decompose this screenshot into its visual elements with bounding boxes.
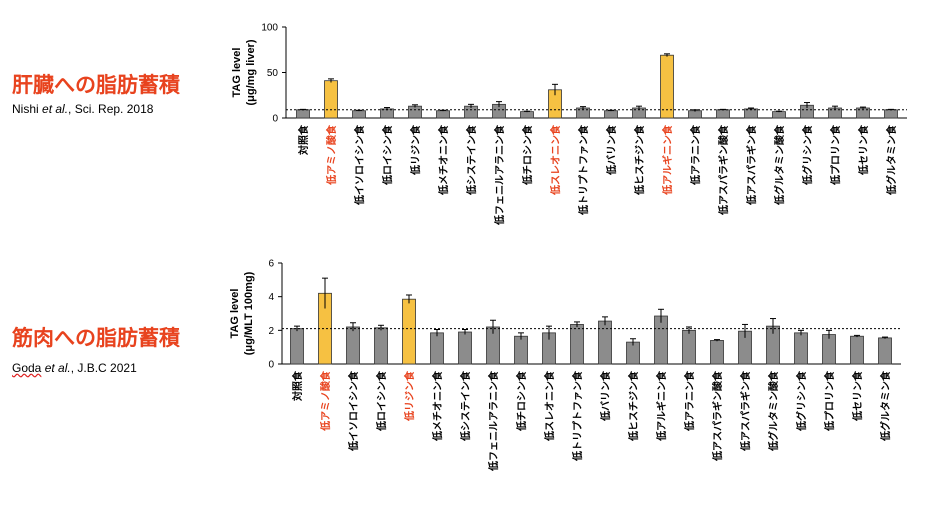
liver-citation: Nishi et al., Sci. Rep. 2018 (12, 102, 153, 116)
muscle-citation: Goda et al., J.B.C 2021 (12, 361, 137, 375)
muscle-y-axis-label-line2: (μg/MLT 100mg) (243, 271, 255, 355)
liver-category-label: 低ロイシン食 (381, 124, 394, 186)
muscle-bar (598, 320, 612, 365)
muscle-category-label: 低システイン食 (459, 370, 472, 442)
liver-bar (324, 80, 338, 119)
muscle-category-label: 低グリシン食 (795, 370, 808, 432)
liver-category-label: 低ヒスチジン食 (633, 124, 646, 196)
liver-bar (772, 111, 786, 119)
muscle-category-label: 低アルギニン食 (655, 370, 668, 442)
muscle-category-label: 低アラニン食 (683, 370, 696, 432)
liver-y-axis-label-line2: (μg/mg liver) (245, 39, 257, 105)
muscle-category-label: 低フェニルアラニン食 (487, 370, 500, 472)
liver-category-label: 低グリシン食 (801, 124, 814, 186)
liver-bar (296, 109, 310, 119)
muscle-category-label: 低プロリン食 (823, 370, 836, 432)
liver-bar (436, 110, 450, 119)
liver-bar (660, 54, 674, 119)
muscle-category-label: 低アスパラギン食 (739, 370, 752, 452)
liver-category-label: 低リジン食 (409, 124, 422, 176)
muscle-bar (514, 335, 528, 365)
liver-category-label: 低グルタミン食 (885, 124, 898, 196)
muscle-bar (850, 335, 864, 365)
liver-y-tick-label: 0 (272, 114, 278, 125)
muscle-bar (822, 334, 836, 365)
liver-category-label: 低アスパラギン酸食 (717, 124, 730, 216)
muscle-category-label: 対照食 (291, 370, 304, 402)
liver-category-label: 低トリプトファン食 (577, 124, 590, 216)
muscle-category-label: 低グルタミン食 (879, 370, 892, 442)
liver-category-label: 低グルタミン酸食 (773, 124, 786, 206)
liver-y-tick-label: 50 (267, 68, 279, 79)
liver-bar (408, 105, 422, 119)
liver-y-axis-label-line1: TAG level (231, 48, 243, 98)
muscle-bar (710, 340, 724, 365)
liver-category-label: 対照食 (297, 124, 310, 156)
liver-category-label: 低アラニン食 (689, 124, 702, 186)
liver-bar (688, 110, 702, 119)
muscle-category-label: 低セリン食 (851, 370, 864, 422)
muscle-section-title: 筋肉への脂肪蓄積 (12, 326, 180, 350)
liver-bar (884, 109, 898, 119)
muscle-category-label: 低バリン食 (599, 370, 612, 422)
muscle-y-axis-label-line1: TAG level (229, 289, 241, 339)
muscle-bar (346, 326, 360, 365)
muscle-category-label: 低メチオニン食 (431, 370, 444, 442)
liver-category-label: 低メチオニン食 (437, 124, 450, 196)
liver-cite-etal: et al. (42, 102, 69, 116)
muscle-category-label: 低リジン食 (403, 370, 416, 422)
liver-category-label: 低バリン食 (605, 124, 618, 176)
liver-category-label: 低フェニルアラニン食 (493, 124, 506, 226)
muscle-y-tick-label: 6 (268, 259, 274, 270)
muscle-category-label: 低トリプトファン食 (571, 370, 584, 462)
liver-category-label: 低アルギニン食 (661, 124, 674, 196)
muscle-bar (654, 315, 668, 365)
liver-category-label: 低スレオニン食 (549, 124, 562, 196)
muscle-cite-author: Goda (12, 361, 42, 375)
liver-cite-author: Nishi (12, 102, 39, 116)
muscle-cite-etal: et al. (44, 361, 71, 375)
muscle-category-label: 低アミノ酸食 (319, 370, 332, 432)
liver-bar (604, 110, 618, 119)
muscle-category-label: 低イソロイシン食 (347, 370, 360, 452)
muscle-bar (570, 324, 584, 365)
muscle-bar (794, 332, 808, 365)
muscle-bar (682, 329, 696, 365)
muscle-bar (402, 298, 416, 365)
liver-category-label: 低チロシン食 (521, 124, 534, 186)
liver-bar (352, 110, 366, 119)
liver-section-title: 肝臓への脂肪蓄積 (12, 73, 180, 97)
liver-category-label: 低システイン食 (465, 124, 478, 196)
muscle-category-label: 低アスパラギン酸食 (711, 370, 724, 462)
liver-bar (520, 111, 534, 119)
muscle-bar (290, 328, 304, 365)
liver-y-tick-label: 100 (261, 23, 278, 34)
liver-category-label: 低アスパラギン食 (745, 124, 758, 206)
muscle-category-label: 低ヒスチジン食 (627, 370, 640, 442)
liver-category-label: 低アミノ酸食 (325, 124, 338, 186)
muscle-bar (878, 337, 892, 365)
liver-category-label: 低プロリン食 (829, 124, 842, 186)
muscle-category-label: 低スレオニン食 (543, 370, 556, 442)
liver-bar (716, 109, 730, 119)
muscle-bar (430, 332, 444, 365)
muscle-cite-rest: , J.B.C 2021 (70, 361, 137, 375)
muscle-category-label: 低チロシン食 (515, 370, 528, 432)
liver-category-label: 低セリン食 (857, 124, 870, 176)
muscle-category-label: 低グルタミン酸食 (767, 370, 780, 452)
muscle-y-tick-label: 0 (268, 360, 274, 371)
muscle-bar (374, 327, 388, 365)
muscle-y-tick-label: 2 (268, 326, 274, 337)
muscle-category-label: 低ロイシン食 (375, 370, 388, 432)
liver-category-label: 低イソロイシン食 (353, 124, 366, 206)
muscle-y-tick-label: 4 (268, 292, 274, 303)
muscle-bar (458, 331, 472, 365)
liver-cite-rest: , Sci. Rep. 2018 (68, 102, 154, 116)
